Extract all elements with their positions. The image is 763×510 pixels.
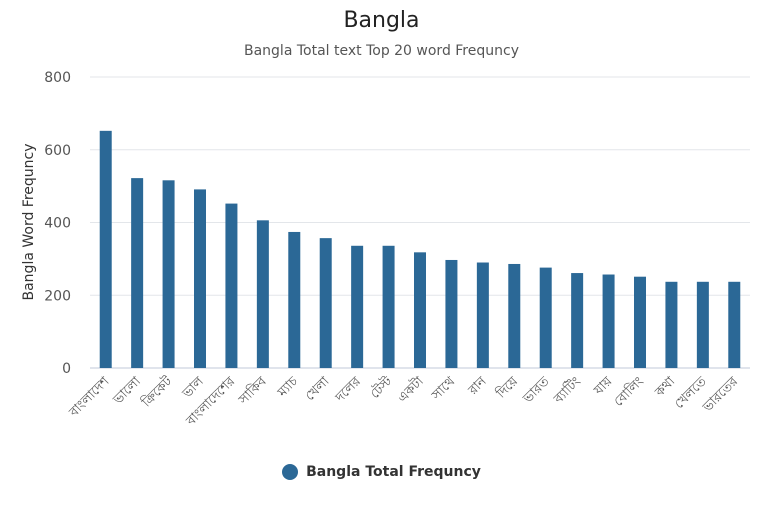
bar[interactable] — [131, 178, 144, 368]
x-axis-ticks: বাংলাদেশভালোক্রিকেট ভালবাংলাদেশেরসাকিব ম্য… — [66, 373, 742, 430]
x-tick-label: ক্রিকেট — [138, 373, 176, 411]
x-tick-label: রান — [465, 374, 490, 399]
y-tick-label: 400 — [44, 216, 71, 232]
x-tick-label: সাকিব — [235, 373, 270, 408]
x-tick-label: বোলিং — [611, 373, 648, 410]
y-tick-label: 0 — [62, 361, 71, 377]
x-tick-label: ভালো — [110, 374, 144, 408]
x-tick-label: দিয়ে — [493, 373, 522, 402]
bar[interactable] — [162, 180, 175, 368]
legend-swatch-icon — [282, 464, 299, 480]
x-tick-label: খেলা — [303, 374, 333, 404]
bar[interactable] — [696, 281, 709, 368]
bar[interactable] — [508, 263, 521, 368]
x-tick-label: কথা — [652, 374, 679, 401]
x-tick-label: যায় — [591, 374, 616, 399]
bar[interactable] — [728, 281, 741, 368]
bar[interactable] — [256, 220, 269, 368]
bar[interactable] — [539, 267, 552, 368]
x-tick-label: টেস্ট — [367, 373, 396, 402]
bar[interactable] — [288, 231, 301, 368]
bar[interactable] — [319, 238, 332, 368]
y-axis-label: Bangla Word Frequncy — [21, 143, 37, 300]
bar[interactable] — [382, 245, 395, 368]
y-tick-label: 600 — [44, 143, 71, 159]
bar[interactable] — [634, 276, 646, 368]
y-tick-label: 200 — [44, 288, 71, 304]
x-tick-label: দলের — [332, 374, 364, 406]
chart-title: Bangla — [343, 8, 420, 33]
bar[interactable] — [445, 259, 458, 368]
bar[interactable] — [351, 245, 364, 368]
bar[interactable] — [571, 273, 584, 368]
y-axis-ticks: 0 200 400 600 800 — [44, 70, 71, 377]
legend[interactable]: Bangla Total Frequncy — [0, 464, 763, 480]
bar-chart: 0 200 400 600 800 Bangla Word Frequncy বাংলা… — [21, 70, 750, 430]
bar[interactable] — [99, 130, 112, 368]
x-tick-label: সাথে — [429, 374, 459, 404]
bar[interactable] — [225, 203, 238, 368]
x-tick-label: ম্যাচ — [274, 374, 301, 401]
bar[interactable] — [414, 252, 426, 368]
bar[interactable] — [602, 274, 615, 368]
bar[interactable] — [194, 189, 206, 368]
x-tick-label: ব্যাটিং — [550, 373, 584, 407]
x-tick-label: একটা — [394, 373, 427, 406]
bars — [99, 130, 741, 368]
x-tick-label: বাংলাদেশ — [66, 374, 113, 421]
legend-label: Bangla Total Frequncy — [306, 464, 481, 480]
chart-subtitle: Bangla Total text Top 20 word Frequncy — [243, 43, 519, 59]
y-tick-label: 800 — [44, 70, 71, 86]
x-tick-label: ভারতের — [700, 374, 742, 416]
x-tick-label: ভারত — [520, 374, 553, 407]
bar[interactable] — [665, 281, 678, 368]
bar[interactable] — [476, 262, 489, 368]
